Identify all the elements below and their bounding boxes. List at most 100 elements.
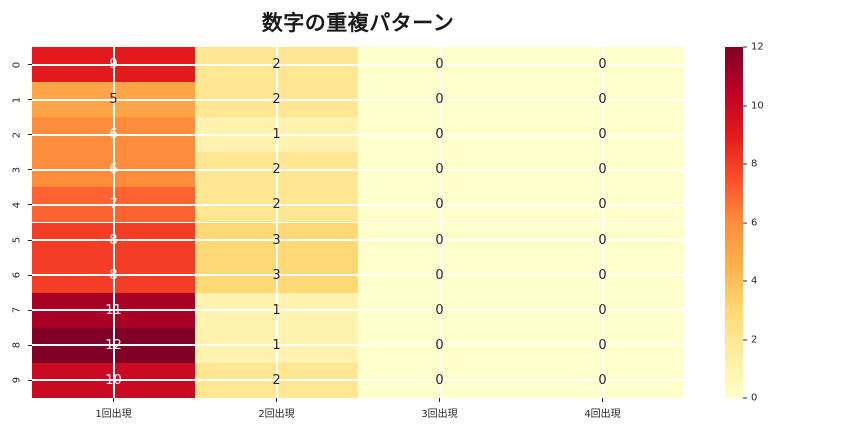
cell-value: 0 (598, 197, 607, 213)
cell-value: 2 (272, 162, 281, 178)
cell-value: 8 (109, 267, 118, 283)
colorbar-tick-label: 8 (751, 158, 758, 170)
x-tick-mark (276, 398, 277, 402)
cell-value: 0 (598, 57, 607, 73)
cell-value: 2 (272, 57, 281, 73)
chart-title: 数字の重複パターン (261, 11, 455, 35)
cell-value: 10 (105, 372, 122, 388)
gridline (32, 309, 684, 312)
colorbar-tick-label: 2 (751, 334, 758, 345)
y-tick-mark (28, 344, 32, 346)
cell-value: 1 (272, 302, 281, 318)
cell-value: 5 (109, 92, 118, 108)
x-tick-mark (113, 398, 114, 402)
colorbar-tick-label: 12 (751, 41, 764, 53)
cell-value: 2 (272, 92, 281, 108)
y-tick-mark (28, 309, 32, 311)
gridline (32, 133, 684, 136)
y-tick-label: 5 (11, 236, 23, 244)
x-tick-label: 3回出現 (421, 409, 458, 420)
y-tick-label: 9 (11, 377, 23, 384)
y-tick-label: 7 (11, 307, 23, 314)
cell-value: 0 (598, 162, 607, 178)
y-tick-mark (28, 99, 32, 101)
colorbar-tick-label: 0 (751, 392, 758, 404)
y-tick-label: 1 (11, 96, 23, 103)
cell-value: 0 (598, 127, 607, 143)
y-tick-mark (28, 204, 32, 206)
gridline (438, 47, 441, 398)
cell-value: 0 (435, 162, 444, 178)
cell-value: 7 (109, 197, 118, 213)
colorbar-tick-mark (743, 46, 747, 48)
x-tick-label: 2回出現 (258, 409, 295, 420)
cell-value: 2 (272, 197, 281, 213)
y-tick-mark (28, 169, 32, 171)
cell-value: 0 (435, 302, 444, 318)
x-tick-mark (439, 398, 440, 402)
cell-value: 9 (109, 57, 118, 73)
cell-value: 0 (435, 372, 444, 388)
cell-value: 0 (435, 57, 444, 73)
y-tick-mark (28, 379, 32, 381)
colorbar-tick-mark (743, 339, 747, 340)
colorbar (725, 47, 743, 398)
cell-value: 0 (598, 92, 607, 108)
y-tick-label: 4 (11, 201, 23, 209)
colorbar-tick-mark (743, 105, 747, 106)
gridline (275, 47, 278, 398)
x-tick-label: 1回出現 (95, 409, 132, 420)
gridline (601, 47, 604, 398)
cell-value: 8 (109, 232, 118, 248)
gridline (32, 344, 684, 347)
cell-value: 0 (598, 267, 607, 283)
colorbar-tick-mark (743, 222, 747, 223)
y-tick-mark (28, 274, 32, 276)
x-tick-mark (602, 398, 603, 402)
heatmap: 9 2 0 0 5 2 0 0 6 1 0 0 6 2 0 0 7 2 0 0 8 3 0 0 8 3 0 0 11 1 0 0 12 1 0 0 10… (32, 47, 684, 398)
y-tick-mark (28, 64, 32, 66)
cell-value: 0 (435, 337, 444, 353)
gridline (32, 274, 684, 277)
y-tick-mark (28, 134, 32, 136)
y-tick-label: 0 (11, 61, 23, 68)
cell-value: 0 (435, 232, 444, 248)
cell-value: 12 (105, 337, 122, 353)
gridline (32, 203, 684, 206)
gridline (32, 379, 684, 382)
cell-value: 0 (598, 232, 607, 248)
gridline (112, 47, 115, 398)
cell-value: 3 (272, 267, 281, 283)
colorbar-tick-mark (743, 397, 747, 399)
gridline (32, 239, 684, 242)
cell-value: 0 (435, 92, 444, 108)
colorbar-tick-mark (743, 163, 747, 165)
cell-value: 6 (109, 162, 118, 178)
cell-value: 0 (435, 197, 444, 213)
colorbar-tick-label: 10 (751, 100, 764, 111)
colorbar-tick-mark (743, 280, 747, 282)
y-tick-label: 6 (11, 271, 23, 279)
cell-value: 2 (272, 372, 281, 388)
cell-value: 0 (598, 337, 607, 353)
y-tick-label: 3 (11, 166, 23, 174)
cell-value: 6 (109, 127, 118, 143)
cell-value: 0 (598, 372, 607, 388)
cell-value: 1 (272, 337, 281, 353)
cell-value: 3 (272, 232, 281, 248)
x-tick-label: 4回出現 (584, 409, 621, 420)
cell-value: 0 (435, 127, 444, 143)
colorbar-tick-label: 4 (751, 275, 758, 287)
cell-value: 1 (272, 127, 281, 143)
cell-value: 11 (105, 302, 122, 318)
y-tick-label: 2 (11, 131, 23, 138)
cell-value: 0 (435, 267, 444, 283)
colorbar-tick-label: 6 (751, 217, 758, 228)
gridline (32, 168, 684, 171)
gridline (32, 63, 684, 66)
y-tick-label: 8 (11, 342, 23, 349)
y-tick-mark (28, 239, 32, 241)
gridline (32, 98, 684, 101)
cell-value: 0 (598, 302, 607, 318)
